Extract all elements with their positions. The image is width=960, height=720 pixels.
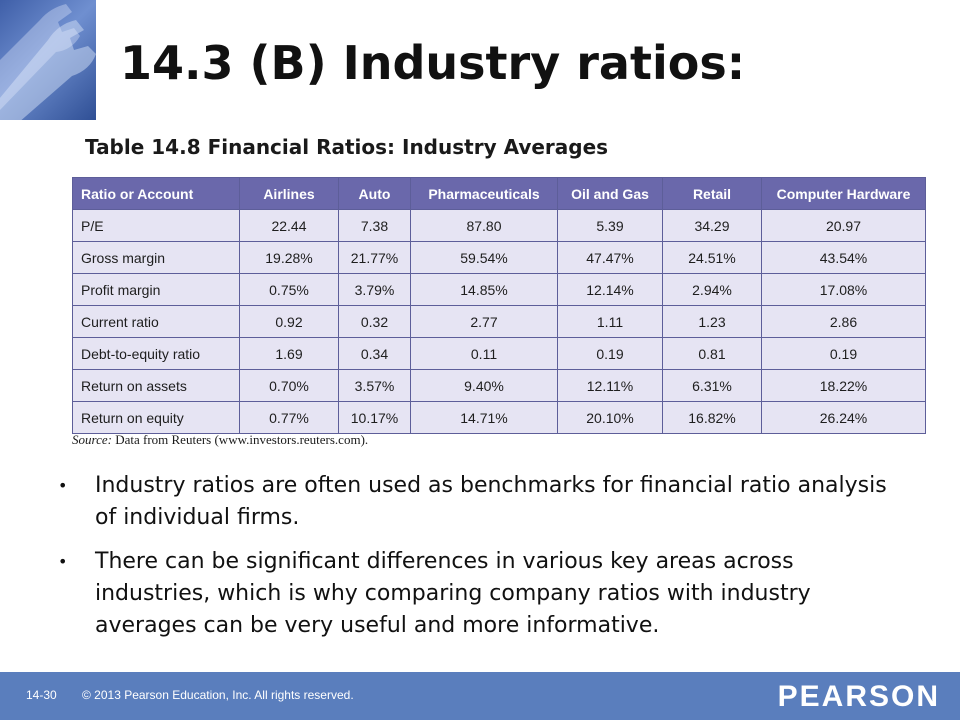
table-cell: 3.79% (338, 273, 411, 306)
slide-number: 14-30 (26, 688, 57, 702)
table-cell: 0.19 (557, 337, 663, 370)
table-cell: 24.51% (662, 241, 762, 274)
table-cell: 20.97 (761, 209, 926, 242)
table-cell: 19.28% (239, 241, 339, 274)
row-label: Current ratio (72, 305, 240, 338)
slide-title: 14.3 (B) Industry ratios: (120, 36, 746, 90)
table-cell: 18.22% (761, 369, 926, 402)
table-cell: 16.82% (662, 401, 762, 434)
table-caption: Table 14.8 Financial Ratios: Industry Av… (85, 135, 609, 159)
table-cell: 1.69 (239, 337, 339, 370)
table-row: Gross margin 19.28% 21.77% 59.54% 47.47%… (72, 241, 926, 274)
table-cell: 0.19 (761, 337, 926, 370)
table-cell: 0.75% (239, 273, 339, 306)
table-cell: 20.10% (557, 401, 663, 434)
table-cell: 22.44 (239, 209, 339, 242)
footer-bar: 14-30 © 2013 Pearson Education, Inc. All… (0, 672, 960, 720)
table-cell: 2.94% (662, 273, 762, 306)
bullet-text: Industry ratios are often used as benchm… (95, 473, 887, 530)
table-cell: 43.54% (761, 241, 926, 274)
table-cell: 12.14% (557, 273, 663, 306)
industry-ratios-table: Ratio or Account Airlines Auto Pharmaceu… (72, 177, 926, 434)
column-header: Auto (338, 177, 411, 210)
table-cell: 17.08% (761, 273, 926, 306)
row-label: Debt-to-equity ratio (72, 337, 240, 370)
table-cell: 26.24% (761, 401, 926, 434)
table-row: Profit margin 0.75% 3.79% 14.85% 12.14% … (72, 273, 926, 306)
table-cell: 0.70% (239, 369, 339, 402)
bullet-list: • Industry ratios are often used as benc… (58, 470, 898, 654)
table-cell: 12.11% (557, 369, 663, 402)
source-text: Data from Reuters (www.investors.reuters… (115, 432, 369, 447)
table-cell: 0.32 (338, 305, 411, 338)
table-cell: 10.17% (338, 401, 411, 434)
table-cell: 0.11 (410, 337, 558, 370)
source-note: Source: Data from Reuters (www.investors… (72, 432, 368, 448)
bullet-text: There can be significant differences in … (95, 549, 811, 638)
source-label: Source: (72, 432, 112, 447)
table-row: Debt-to-equity ratio 1.69 0.34 0.11 0.19… (72, 337, 926, 370)
table-cell: 0.34 (338, 337, 411, 370)
pearson-logo: PEARSON (777, 680, 940, 713)
bullet-icon: • (58, 552, 68, 571)
table-row: Return on assets 0.70% 3.57% 9.40% 12.11… (72, 369, 926, 402)
list-item: • Industry ratios are often used as benc… (58, 470, 898, 534)
table-cell: 1.11 (557, 305, 663, 338)
table-row: P/E 22.44 7.38 87.80 5.39 34.29 20.97 (72, 209, 926, 242)
table-cell: 14.85% (410, 273, 558, 306)
table-cell: 59.54% (410, 241, 558, 274)
bullet-icon: • (58, 476, 68, 495)
table-cell: 0.77% (239, 401, 339, 434)
table-row: Current ratio 0.92 0.32 2.77 1.11 1.23 2… (72, 305, 926, 338)
row-label: P/E (72, 209, 240, 242)
copyright-notice: © 2013 Pearson Education, Inc. All right… (82, 688, 354, 702)
column-header: Ratio or Account (72, 177, 240, 210)
column-header: Airlines (239, 177, 339, 210)
table-header-row: Ratio or Account Airlines Auto Pharmaceu… (72, 177, 926, 210)
table-cell: 1.23 (662, 305, 762, 338)
table-cell: 0.81 (662, 337, 762, 370)
table-cell: 3.57% (338, 369, 411, 402)
row-label: Return on assets (72, 369, 240, 402)
table-cell: 14.71% (410, 401, 558, 434)
table-cell: 47.47% (557, 241, 663, 274)
table-cell: 6.31% (662, 369, 762, 402)
table-cell: 34.29 (662, 209, 762, 242)
row-label: Profit margin (72, 273, 240, 306)
table-cell: 2.86 (761, 305, 926, 338)
column-header: Pharmaceuticals (410, 177, 558, 210)
list-item: • There can be significant differences i… (58, 546, 898, 642)
table-cell: 9.40% (410, 369, 558, 402)
table-cell: 0.92 (239, 305, 339, 338)
row-label: Gross margin (72, 241, 240, 274)
row-label: Return on equity (72, 401, 240, 434)
column-header: Computer Hardware (761, 177, 926, 210)
table-cell: 7.38 (338, 209, 411, 242)
column-header: Oil and Gas (557, 177, 663, 210)
wrench-icon (0, 4, 96, 120)
wrench-logo-image (0, 0, 96, 120)
table-cell: 5.39 (557, 209, 663, 242)
table-cell: 87.80 (410, 209, 558, 242)
table-cell: 2.77 (410, 305, 558, 338)
table-cell: 21.77% (338, 241, 411, 274)
table-row: Return on equity 0.77% 10.17% 14.71% 20.… (72, 401, 926, 434)
column-header: Retail (662, 177, 762, 210)
